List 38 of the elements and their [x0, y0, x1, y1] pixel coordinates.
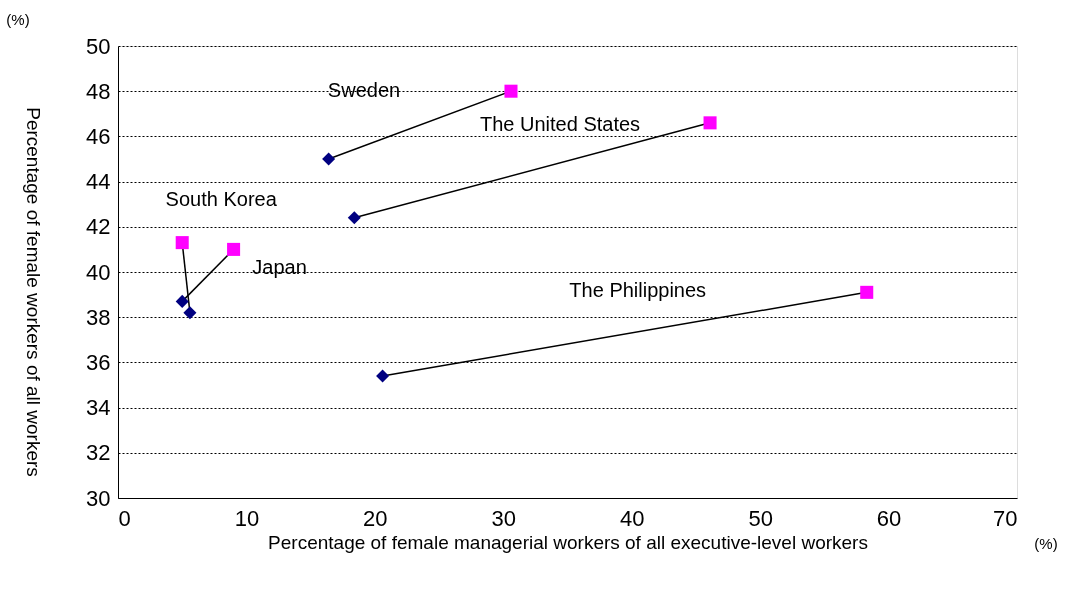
- y-axis-title: Percentage of female workers of all workers: [23, 107, 44, 477]
- y-tick-label: 44: [86, 169, 111, 195]
- series-label: South Korea: [165, 187, 278, 210]
- point: [175, 294, 189, 308]
- x-tick-label: 50: [748, 505, 773, 531]
- point: [183, 306, 197, 320]
- x-axis-title: Percentage of female managerial workers of all executive-level workers: [268, 531, 868, 553]
- y-tick-label: 40: [86, 259, 111, 285]
- point: [703, 116, 717, 130]
- series-label: Sweden: [327, 79, 401, 102]
- y-tick-label: 32: [86, 440, 111, 466]
- x-tick-label: 60: [876, 505, 902, 531]
- series-label: Japan: [252, 256, 307, 279]
- y-tick-label: 36: [86, 349, 111, 375]
- point: [322, 152, 336, 166]
- point: [227, 242, 241, 256]
- x-tick-label: 70: [993, 505, 1018, 531]
- point: [175, 236, 189, 250]
- y-tick-label: 48: [86, 78, 111, 104]
- y-tick-label: 30: [86, 485, 111, 511]
- x-tick-label: 20: [363, 505, 388, 531]
- point: [504, 84, 518, 98]
- x-tick-label: 0: [118, 505, 131, 531]
- y-tick-label: 38: [86, 304, 111, 330]
- y-tick-label: 50: [86, 33, 111, 59]
- series-label: The United States: [480, 112, 641, 135]
- point: [860, 285, 874, 299]
- y-tick-label: 46: [86, 123, 111, 149]
- text: (%): [6, 11, 30, 28]
- x-tick-label: 40: [619, 505, 645, 531]
- point: [347, 211, 361, 225]
- x-tick-label: 30: [491, 505, 517, 531]
- point: [376, 369, 390, 383]
- x-tick-label: 10: [234, 505, 260, 531]
- text: (%): [1034, 535, 1058, 552]
- y-tick-label: 34: [86, 395, 111, 421]
- y-tick-label: 42: [86, 214, 111, 240]
- series-label: The Philippines: [569, 279, 707, 302]
